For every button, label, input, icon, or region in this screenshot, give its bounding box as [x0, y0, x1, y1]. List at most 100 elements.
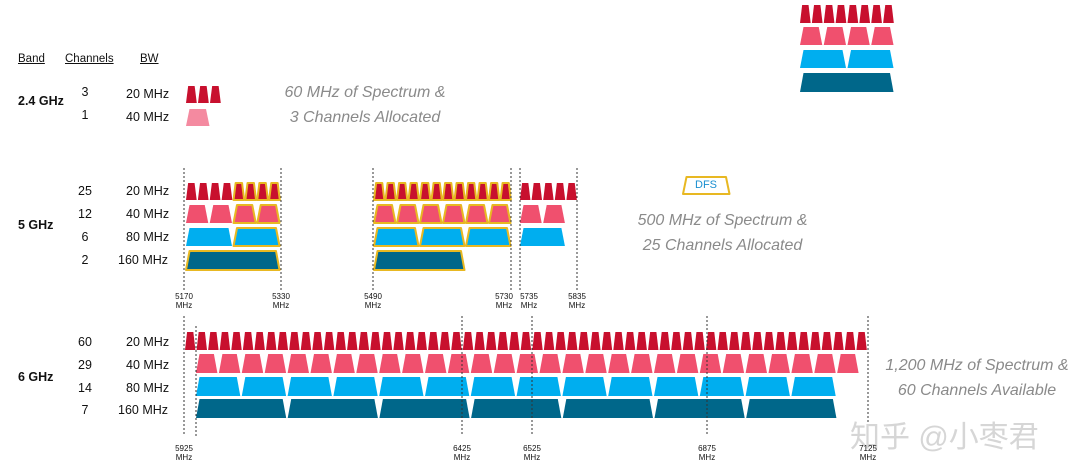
channel-40mhz: [379, 354, 401, 373]
legend-20mhz-channel: [859, 5, 871, 23]
channel-20mhz: [198, 86, 209, 103]
channel-20mhz: [277, 332, 289, 350]
channel-20mhz: [821, 332, 833, 350]
channel-40mhz: [608, 354, 630, 373]
channel-40mhz: [516, 354, 538, 373]
channel-40mhz: [488, 204, 512, 224]
channel-20mhz: [682, 332, 694, 350]
legend-20mhz-channel: [835, 5, 847, 23]
channel-20mhz: [833, 332, 844, 350]
channel-40mhz: [186, 205, 209, 223]
frequency-label: 6425 MHz: [452, 444, 472, 462]
channel-40mhz: [837, 354, 859, 373]
legend-40mhz-channel: [823, 27, 846, 45]
channels-count: 14: [78, 381, 92, 395]
channel-80mhz: [470, 377, 516, 396]
channel-20mhz: [335, 332, 346, 350]
channel-80mhz: [608, 377, 653, 396]
channel-20mhz: [601, 332, 613, 350]
bandwidth-label: 160 MHz: [118, 253, 169, 267]
channel-40mhz: [539, 354, 561, 373]
channel-20mhz: [624, 332, 636, 350]
frequency-unit: MHz: [523, 453, 541, 462]
channel-160mhz: [562, 399, 653, 418]
frequency-unit: MHz: [495, 301, 513, 310]
spectrum-note-2-4ghz: 60 MHz of Spectrum & 3 Channels Allocate…: [250, 80, 480, 130]
channel-20mhz: [208, 332, 219, 350]
frequency-unit: MHz: [175, 301, 193, 310]
channel-40mhz: [419, 204, 443, 224]
channel-40mhz: [470, 354, 493, 373]
channel-20mhz: [266, 332, 277, 350]
channel-20mhz: [520, 183, 531, 200]
frequency-value: 7125: [859, 444, 877, 453]
channel-40mhz: [333, 354, 355, 373]
note-line: 3 Channels Allocated: [289, 109, 441, 126]
bandwidth-label: 20 MHz: [126, 87, 170, 101]
bandwidth-label: 20 MHz: [126, 335, 170, 349]
legend-20mhz-channel: [883, 5, 894, 23]
channel-20mhz: [370, 332, 381, 350]
channel-20mhz: [209, 183, 221, 200]
channel-80mhz: [196, 377, 241, 396]
channel-80mhz: [373, 227, 420, 247]
channel-20mhz: [844, 332, 856, 350]
legend-20mhz-channel: [823, 5, 835, 23]
channel-40mhz: [654, 354, 676, 373]
channel-40mhz: [585, 354, 607, 373]
channel-160mhz: [373, 250, 466, 271]
channel-80mhz: [419, 227, 466, 247]
frequency-label: 6875 MHz: [697, 444, 717, 462]
channel-20mhz: [532, 332, 543, 350]
channel-20mhz: [590, 332, 601, 350]
frequency-value: 5925: [175, 444, 193, 453]
channel-40mhz: [493, 354, 516, 373]
channel-20mhz: [268, 182, 281, 201]
channel-20mhz: [786, 332, 798, 350]
frequency-label: 5330 MHz: [271, 292, 291, 310]
channel-20mhz: [210, 86, 221, 103]
frequency-label: 5730 MHz: [494, 292, 514, 310]
frequency-label: 6525 MHz: [522, 444, 542, 462]
channel-40mhz: [631, 354, 653, 373]
channel-160mhz: [287, 399, 378, 418]
channel-20mhz: [381, 332, 393, 350]
frequency-value: 5735: [520, 292, 538, 301]
legend-20mhz-channel: [800, 5, 811, 23]
channel-20mhz: [856, 332, 867, 350]
channel-40mhz: [186, 109, 210, 126]
channel-40mhz: [722, 354, 745, 373]
channel-160mhz: [196, 399, 287, 418]
channel-20mhz: [185, 332, 196, 350]
channel-40mhz: [676, 354, 699, 373]
channel-40mhz: [543, 205, 565, 223]
channel-20mhz: [520, 332, 532, 350]
frequency-value: 6425: [453, 444, 471, 453]
frequency-unit: MHz: [859, 453, 877, 462]
channel-40mhz: [442, 204, 466, 224]
channel-20mhz: [763, 332, 775, 350]
channel-40mhz: [232, 204, 257, 224]
channel-20mhz: [232, 182, 246, 201]
channel-160mhz: [746, 399, 837, 418]
channel-20mhz: [196, 332, 207, 350]
frequency-label: 5735 MHz: [519, 292, 539, 310]
channel-20mhz: [186, 183, 197, 200]
channel-20mhz: [221, 183, 233, 200]
channel-20mhz: [497, 332, 508, 350]
header-channels: Channels: [65, 53, 114, 65]
channel-20mhz: [740, 332, 752, 350]
channel-20mhz: [659, 332, 671, 350]
channel-40mhz: [402, 354, 424, 373]
channel-40mhz: [396, 204, 420, 224]
channels-count: 7: [81, 403, 89, 417]
bandwidth-label: 40 MHz: [126, 207, 170, 221]
watermark: 知乎 @小枣君: [850, 421, 1039, 454]
channel-20mhz: [404, 332, 416, 350]
channel-20mhz: [197, 183, 209, 200]
channel-40mhz: [373, 204, 397, 224]
channel-20mhz: [485, 332, 497, 350]
header-bw: BW: [140, 53, 159, 65]
note-line: 1,200 MHz of Spectrum &: [885, 357, 1069, 374]
bandwidth-label: 40 MHz: [126, 358, 170, 372]
